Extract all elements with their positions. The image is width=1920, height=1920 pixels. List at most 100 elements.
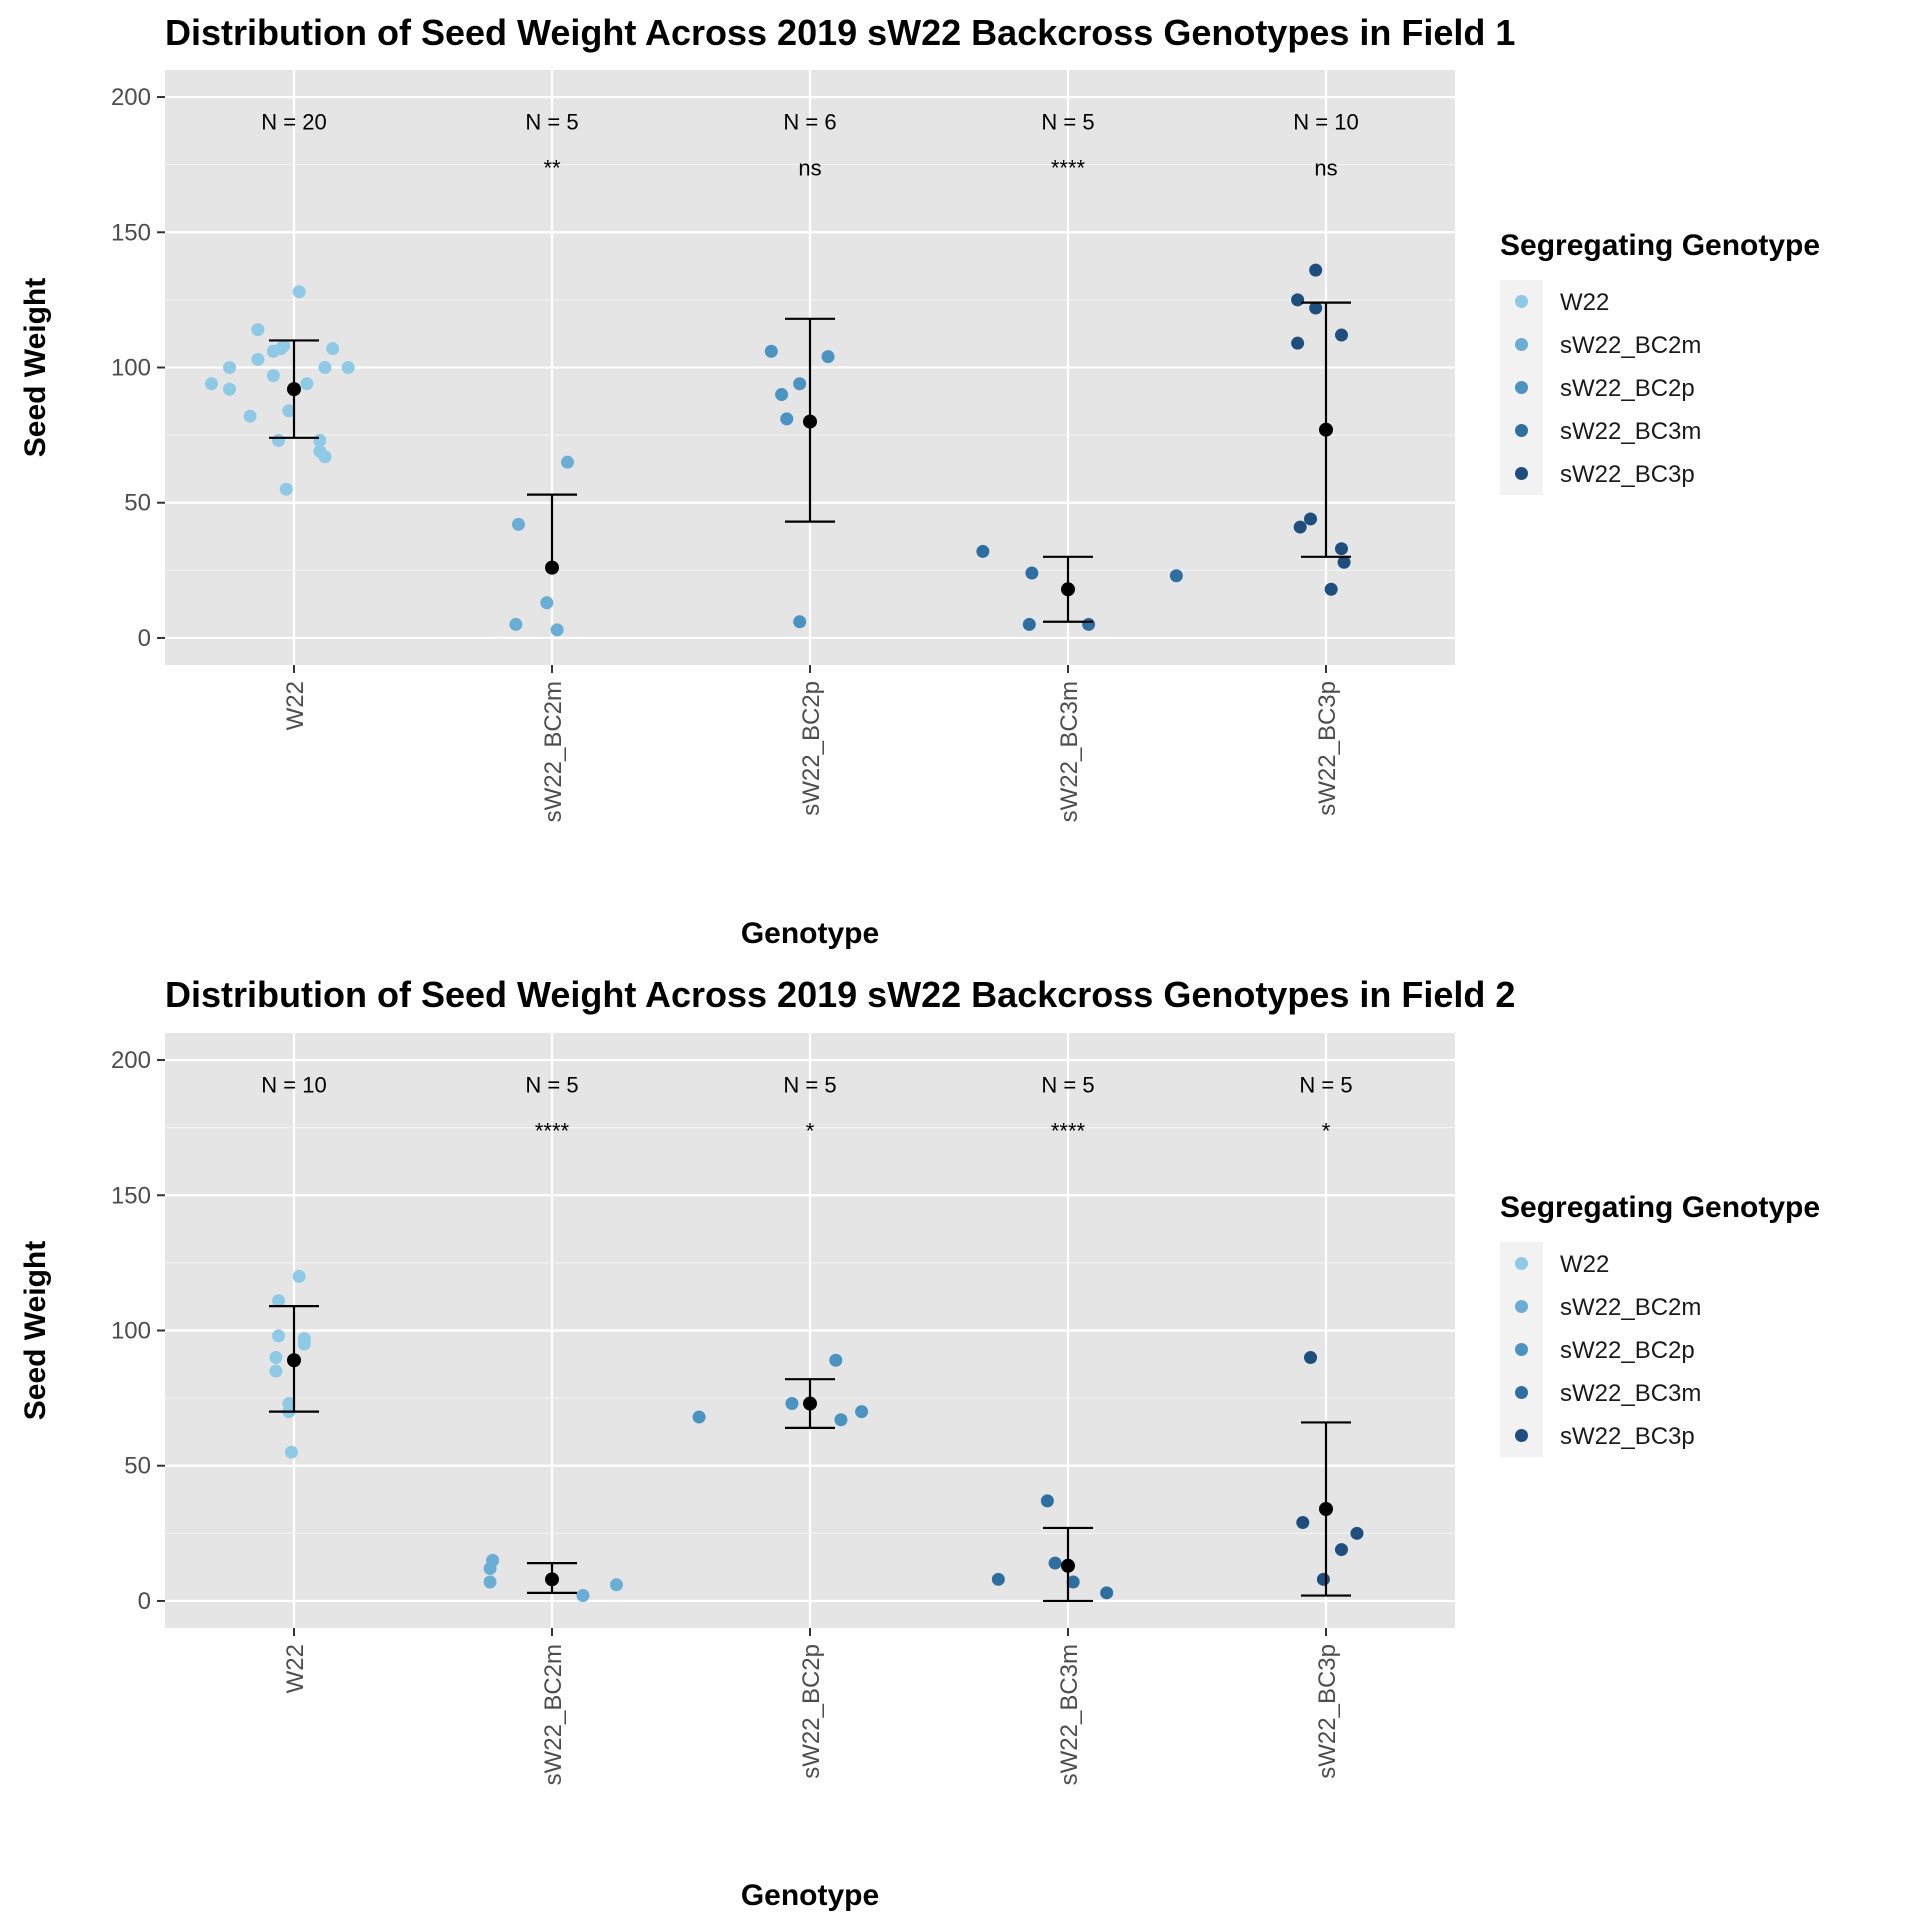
mean-point (545, 1572, 559, 1587)
data-point-sW22_BC3m (1100, 1586, 1114, 1600)
sample-size-label: N = 6 (783, 110, 836, 135)
legend-marker (1515, 338, 1528, 351)
legend-label: W22 (1560, 1251, 1609, 1278)
data-point-sW22_BC3m (1066, 1575, 1080, 1589)
legend-marker (1515, 1429, 1528, 1442)
data-point-sW22_BC2p (785, 1397, 799, 1411)
significance-label: * (1322, 1118, 1331, 1143)
data-point-sW22_BC2m (540, 596, 554, 610)
legend-label: sW22_BC3m (1560, 1380, 1701, 1407)
data-point-sW22_BC2m (509, 617, 523, 631)
x-tick-label: sW22_BC3m (1056, 1644, 1083, 1785)
significance-label: **** (535, 1118, 570, 1143)
legend: Segregating Genotype W22 sW22_BC2m sW22_BC2… (1500, 1191, 1820, 1457)
y-tick-label: 200 (111, 1047, 151, 1074)
legend-label: sW22_BC2p (1560, 1337, 1695, 1364)
legend-marker (1515, 1257, 1528, 1270)
data-point-sW22_BC3m (991, 1572, 1005, 1586)
data-point-sW22_BC3p (1304, 512, 1318, 526)
data-point-sW22_BC2p (855, 1405, 869, 1419)
data-point-sW22_BC3m (1169, 569, 1183, 583)
data-point-sW22_BC2p (780, 412, 794, 426)
significance-label: **** (1051, 1118, 1086, 1143)
data-point-W22 (279, 482, 293, 496)
legend-marker (1515, 1386, 1528, 1399)
sample-size-label: N = 5 (1041, 110, 1094, 135)
y-tick-label: 0 (138, 625, 151, 652)
y-tick-label: 150 (111, 219, 151, 246)
y-axis-title: Seed Weight (19, 1241, 52, 1420)
data-point-sW22_BC3m (1025, 566, 1039, 580)
data-point-W22 (243, 409, 257, 423)
mean-point (1061, 1558, 1075, 1573)
data-point-sW22_BC2p (821, 350, 835, 364)
data-point-sW22_BC2m (550, 623, 564, 637)
x-axis-title: Genotype (741, 917, 879, 950)
chart-title: Distribution of Seed Weight Across 2019 … (165, 974, 1515, 1015)
sample-size-label: N = 5 (1299, 1073, 1352, 1098)
data-point-sW22_BC3p (1293, 520, 1307, 534)
data-point-sW22_BC3p (1316, 1572, 1330, 1586)
legend-label: sW22_BC3m (1560, 418, 1701, 445)
significance-label: ns (798, 155, 821, 180)
y-tick-label: 50 (124, 1453, 151, 1480)
mean-point (1319, 1502, 1333, 1516)
x-tick-label: W22 (282, 681, 309, 730)
chart-panel-2: Distribution of Seed Weight Across 2019 … (19, 974, 1820, 1912)
sample-size-label: N = 5 (783, 1073, 836, 1098)
chart-panel-1: Distribution of Seed Weight Across 2019 … (19, 12, 1820, 950)
data-point-sW22_BC2p (834, 1413, 848, 1427)
x-tick-label: sW22_BC2m (540, 1644, 567, 1785)
mean-point (287, 382, 301, 397)
legend-marker (1515, 295, 1528, 308)
data-point-sW22_BC2m (560, 455, 574, 469)
sample-size-label: N = 10 (1293, 110, 1358, 135)
data-point-sW22_BC3p (1291, 293, 1305, 307)
mean-point (803, 1396, 817, 1411)
data-point-sW22_BC3p (1296, 1516, 1310, 1530)
data-point-W22 (272, 1294, 286, 1308)
data-point-sW22_BC2p (764, 344, 778, 358)
data-point-sW22_BC2p (775, 388, 789, 402)
data-point-sW22_BC2p (829, 1353, 843, 1367)
data-point-W22 (223, 382, 236, 396)
data-point-W22 (251, 352, 265, 366)
significance-label: ns (1314, 155, 1337, 180)
data-point-sW22_BC3p (1324, 582, 1338, 596)
sample-size-label: N = 5 (525, 1073, 578, 1098)
x-tick-label: sW22_BC2p (798, 1644, 825, 1779)
data-point-sW22_BC3p (1309, 301, 1323, 315)
legend-label: W22 (1560, 289, 1609, 316)
legend-marker (1515, 1343, 1528, 1356)
legend-label: sW22_BC2p (1560, 375, 1695, 402)
sample-size-label: N = 5 (1041, 1073, 1094, 1098)
legend: Segregating Genotype W22 sW22_BC2m sW22_BC2… (1500, 229, 1820, 495)
data-point-W22 (297, 1337, 311, 1351)
data-point-sW22_BC3p (1291, 336, 1305, 350)
chart-title: Distribution of Seed Weight Across 2019 … (165, 12, 1515, 53)
y-tick-label: 200 (111, 84, 151, 111)
y-axis-title: Seed Weight (19, 278, 52, 457)
data-point-sW22_BC3p (1309, 263, 1323, 277)
data-point-sW22_BC2p (692, 1410, 706, 1424)
data-point-sW22_BC3m (1082, 617, 1096, 631)
x-tick-label: sW22_BC3p (1314, 681, 1341, 816)
data-point-W22 (292, 285, 306, 299)
data-point-sW22_BC3m (1048, 1556, 1062, 1570)
data-point-W22 (272, 434, 286, 448)
data-point-sW22_BC2m (576, 1589, 590, 1603)
data-point-W22 (300, 377, 314, 391)
data-point-W22 (277, 339, 291, 353)
data-point-W22 (318, 450, 332, 464)
data-point-W22 (284, 1445, 298, 1459)
data-point-W22 (292, 1269, 306, 1283)
significance-label: * (806, 1118, 815, 1143)
significance-label: **** (1051, 155, 1086, 180)
mean-point (1061, 582, 1075, 597)
sample-size-label: N = 20 (261, 110, 326, 135)
legend-title: Segregating Genotype (1500, 229, 1820, 262)
x-tick-label: sW22_BC3p (1314, 1644, 1341, 1779)
mean-point (803, 414, 817, 429)
